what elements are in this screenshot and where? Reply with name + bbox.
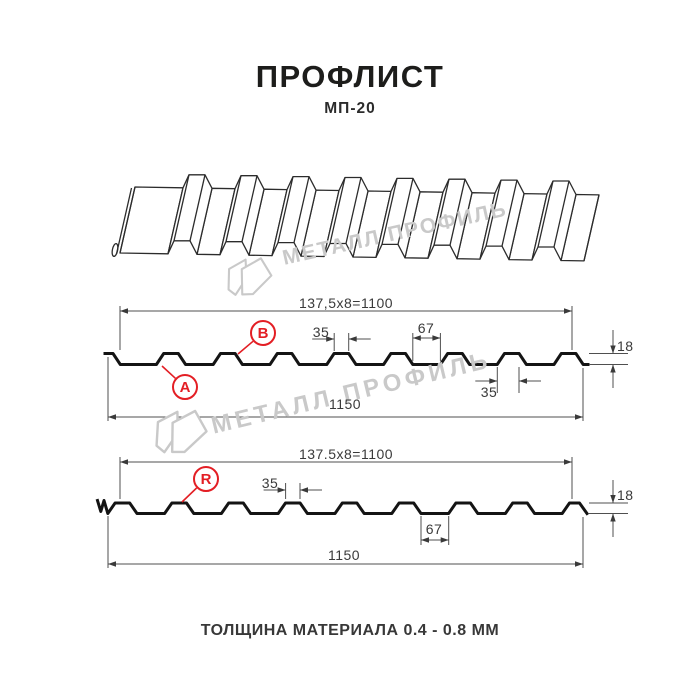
dim-label-height-bottom: 18 <box>617 487 634 503</box>
dim-label-pitch-bottom: 137.5x8=1100 <box>298 446 394 462</box>
page-subtitle: МП-20 <box>324 100 376 117</box>
dim-label-ribbase-top: 35 <box>480 384 498 400</box>
dim-label-ribtop-top: 35 <box>312 324 330 340</box>
callout-side-r: R <box>193 466 219 492</box>
callout-side-a: A <box>172 374 198 400</box>
callout-side-b: B <box>250 320 276 346</box>
dim-label-width-bottom: 1150 <box>327 547 361 563</box>
dim-label-height-top: 18 <box>617 338 634 354</box>
dim-label-valley-top: 67 <box>417 320 435 336</box>
dim-label-valley-bottom: 67 <box>425 521 443 537</box>
page-title: ПРОФЛИСТ <box>255 59 445 94</box>
dim-label-pitch-top: 137,5x8=1100 <box>298 295 394 311</box>
footer-note: ТОЛЩИНА МАТЕРИАЛА 0.4 - 0.8 ММ <box>200 622 500 639</box>
dim-label-width-top: 1150 <box>328 396 362 412</box>
dim-label-ribtop-bottom: 35 <box>261 475 279 491</box>
